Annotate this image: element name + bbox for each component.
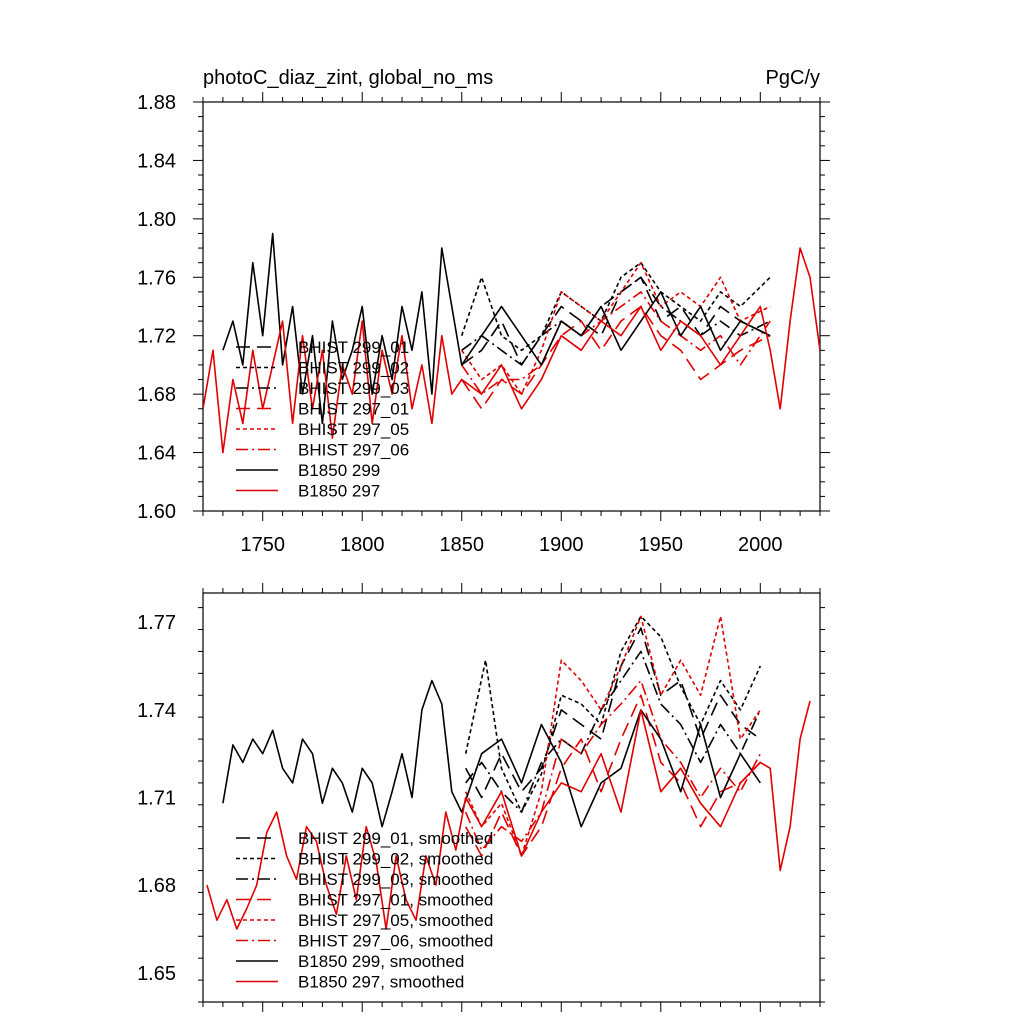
series-line <box>461 291 771 395</box>
series-line <box>461 305 771 410</box>
legend-label: B1850 297 <box>298 482 380 501</box>
top-panel: 1750 1800 1850 1900 1950 2000 1.60 1.64 1.68 1.72… <box>137 67 830 556</box>
y-tick-label: 1.68 <box>137 384 176 406</box>
series-line <box>460 261 771 352</box>
y-tick-label: 1.64 <box>137 443 176 465</box>
plot-frame <box>202 592 821 1003</box>
chart-units: PgC/y <box>766 67 820 89</box>
y-tick-label: 1.74 <box>137 700 176 722</box>
legend-label: BHIST 297_06 <box>298 441 409 460</box>
legend-label: BHIST 299_01 <box>298 338 409 357</box>
y-tick-label: 1.84 <box>137 150 176 172</box>
series-line <box>464 627 761 799</box>
chart-title: photoC_diaz_zint, global_no_ms <box>203 67 493 89</box>
y-tick-label: 1.68 <box>137 875 176 897</box>
series-group <box>203 232 820 454</box>
y-tick-label: 1.72 <box>137 326 176 348</box>
y-tick-label: 1.77 <box>137 612 176 634</box>
series-line <box>203 247 820 454</box>
legend-label: BHIST 299_03 <box>298 379 409 398</box>
series-group <box>206 615 811 930</box>
legend-label: BHIST 299_02, smoothed <box>298 850 493 869</box>
series-line <box>222 679 761 828</box>
legend-label: BHIST 297_05 <box>298 420 409 439</box>
legend-label: BHIST 299_02 <box>298 359 409 378</box>
series-line <box>222 232 771 425</box>
y-tick-label: 1.80 <box>137 209 176 231</box>
y-tick-label: 1.71 <box>137 788 176 810</box>
x-tick-label: 1750 <box>240 534 285 556</box>
legend-label: BHIST 297_01, smoothed <box>298 891 493 910</box>
legend-label: BHIST 299_03, smoothed <box>298 870 493 889</box>
series-line <box>464 679 762 851</box>
legend-label: BHIST 297_05, smoothed <box>298 911 493 930</box>
bottom-panel: 1.65 1.68 1.71 1.74 1.77 BHIST 299_01, smooth… <box>137 583 825 1012</box>
legend-label: BHIST 299_01, smoothed <box>298 829 493 848</box>
legend-label: B1850 297, smoothed <box>298 973 464 992</box>
y-tick-label: 1.60 <box>137 501 176 523</box>
y-tick-label: 1.76 <box>137 267 176 289</box>
x-tick-label: 1850 <box>439 534 484 556</box>
legend-label: BHIST 297_01 <box>298 400 409 419</box>
x-tick-label: 1950 <box>639 534 684 556</box>
plot-frame <box>202 101 821 512</box>
legend-label: B1850 299 <box>298 461 380 480</box>
series-line <box>206 700 811 930</box>
y-tick-label: 1.88 <box>137 92 176 114</box>
series-line <box>464 694 761 857</box>
x-tick-label: 1900 <box>539 534 584 556</box>
x-tick-label: 1800 <box>340 534 385 556</box>
legend-label: B1850 299, smoothed <box>298 952 464 971</box>
series-line <box>461 276 771 366</box>
legend-label: BHIST 297_06, smoothed <box>298 932 493 951</box>
series-line <box>465 650 762 813</box>
series-line <box>464 615 761 857</box>
x-tick-label: 2000 <box>738 534 783 556</box>
y-tick-label: 1.65 <box>137 963 176 985</box>
series-line <box>461 276 771 366</box>
